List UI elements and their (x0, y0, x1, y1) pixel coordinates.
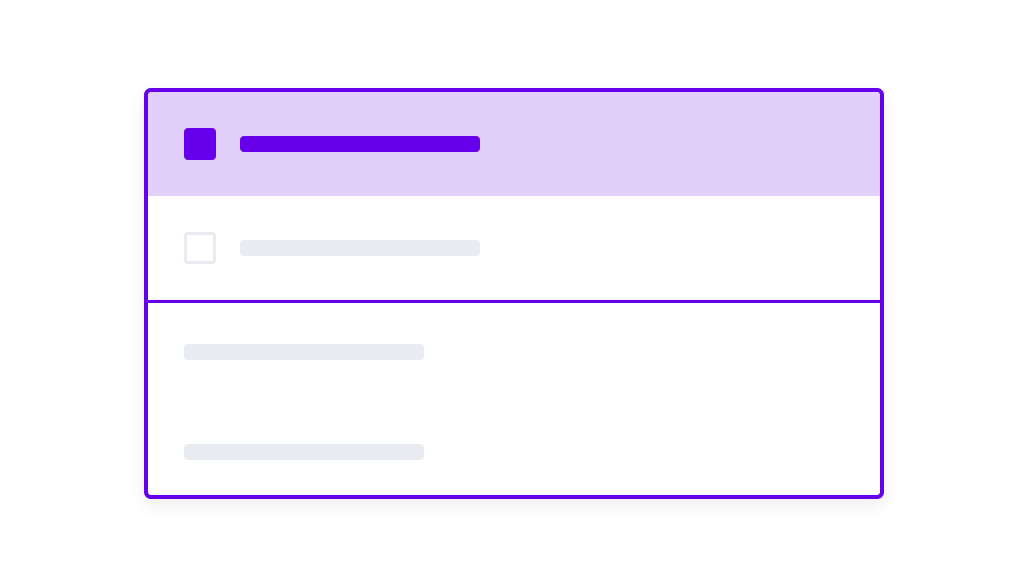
content-line-placeholder (184, 344, 424, 360)
option-label-placeholder (240, 240, 480, 256)
option-label-placeholder (240, 136, 480, 152)
selection-card (144, 88, 884, 499)
content-line-placeholder (184, 444, 424, 460)
divider (148, 300, 880, 303)
list-item-selected[interactable] (148, 92, 880, 196)
checkbox-unchecked[interactable] (184, 232, 216, 264)
checkbox-checked[interactable] (184, 128, 216, 160)
list-item[interactable] (148, 196, 880, 300)
